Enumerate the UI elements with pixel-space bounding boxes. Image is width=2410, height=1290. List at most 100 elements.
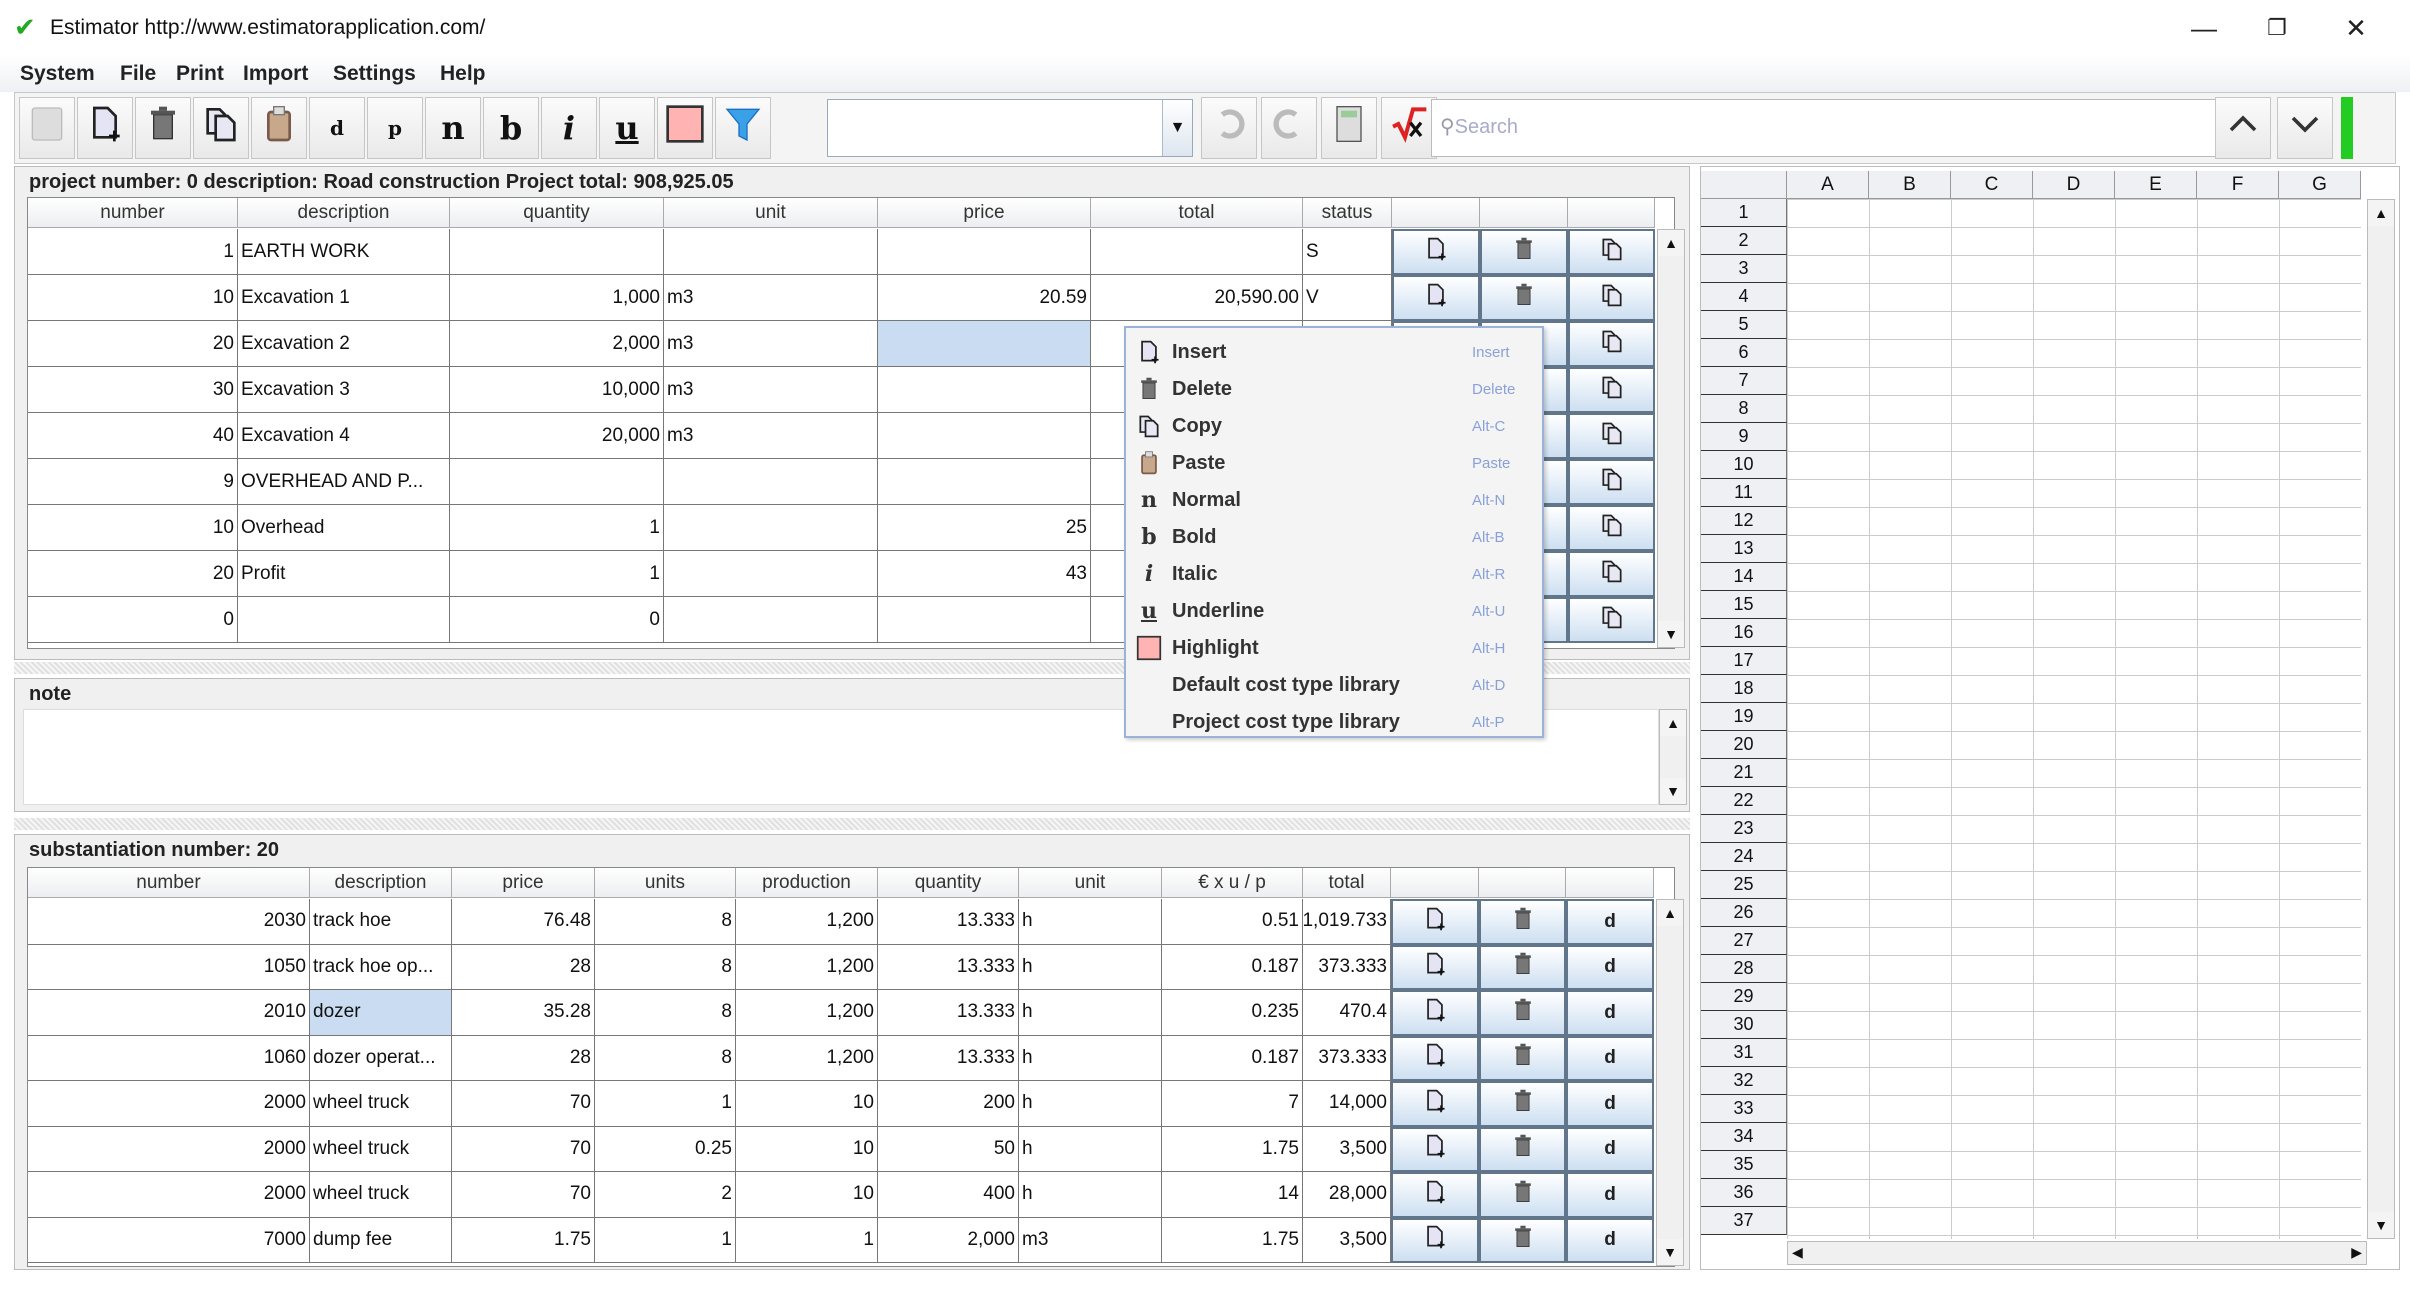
table-cell[interactable]: EARTH WORK	[238, 229, 450, 275]
row-header[interactable]: 25	[1701, 871, 1787, 899]
menu-settings[interactable]: Settings	[333, 62, 416, 85]
table-cell[interactable]: Overhead	[238, 505, 450, 551]
copy-row-button[interactable]	[1568, 459, 1655, 505]
save-button[interactable]	[19, 97, 75, 159]
d-button[interactable]: d	[309, 97, 365, 159]
table-row[interactable]: 2030 track hoe 76.48 8 1,200 13.333 h 0.51 1,019…	[28, 899, 1654, 945]
table-cell[interactable]	[450, 459, 664, 505]
table-cell[interactable]: 50	[878, 1126, 1019, 1172]
scroll-up-icon[interactable]: ▲	[1660, 710, 1686, 736]
spreadsheet-hscroll[interactable]: ◀ ▶	[1787, 1241, 2367, 1265]
menu-import[interactable]: Import	[243, 62, 309, 85]
table-cell[interactable]: h	[1019, 944, 1162, 990]
table-cell[interactable]: h	[1019, 899, 1162, 945]
table-cell[interactable]: 13.333	[878, 1035, 1019, 1081]
table-cell[interactable]: h	[1019, 1081, 1162, 1127]
row-header[interactable]: 17	[1701, 647, 1787, 675]
search-input[interactable]: ⚲Search	[1431, 99, 2219, 157]
table-row[interactable]: 1050 track hoe op... 28 8 1,200 13.333 h 0.187 3…	[28, 944, 1654, 990]
splitter[interactable]	[14, 818, 1690, 830]
row-header[interactable]: 34	[1701, 1123, 1787, 1151]
delete-row-button[interactable]	[1479, 1035, 1566, 1081]
undo-button[interactable]	[1201, 97, 1257, 159]
table-cell[interactable]: OVERHEAD AND P...	[238, 459, 450, 505]
row-header[interactable]: 21	[1701, 759, 1787, 787]
context-menu-item-default-cost-type-library[interactable]: Default cost type library Alt-D	[1126, 667, 1542, 704]
copy-row-button[interactable]	[1568, 413, 1655, 459]
table-cell[interactable]: 10,000	[450, 367, 664, 413]
context-menu-item-copy[interactable]: Copy Alt-C	[1126, 408, 1542, 445]
table-cell[interactable]: wheel truck	[310, 1126, 452, 1172]
table-cell[interactable]: 0.187	[1162, 944, 1303, 990]
row-header[interactable]: 1	[1701, 199, 1787, 227]
row-header[interactable]: 5	[1701, 311, 1787, 339]
row-header[interactable]: 31	[1701, 1039, 1787, 1067]
menu-print[interactable]: Print	[176, 62, 224, 85]
normal-button[interactable]: n	[425, 97, 481, 159]
table-cell[interactable]: 2000	[28, 1126, 310, 1172]
table-cell[interactable]: 0.187	[1162, 1035, 1303, 1081]
table-cell[interactable]: h	[1019, 1172, 1162, 1218]
table-cell[interactable]	[664, 229, 878, 275]
table-cell[interactable]: 2,000	[450, 321, 664, 367]
table-cell[interactable]: 0	[450, 597, 664, 643]
table-cell[interactable]: 28	[452, 1035, 595, 1081]
table-cell[interactable]: 3,500	[1303, 1217, 1391, 1263]
underline-button[interactable]: u	[599, 97, 655, 159]
insert-button[interactable]	[77, 97, 133, 159]
table-cell[interactable]	[664, 459, 878, 505]
row-header[interactable]: 15	[1701, 591, 1787, 619]
redo-button[interactable]	[1261, 97, 1317, 159]
table-cell[interactable]: 1	[28, 229, 238, 275]
bold-button[interactable]: b	[483, 97, 539, 159]
table-cell[interactable]	[878, 367, 1091, 413]
row-header[interactable]: 9	[1701, 423, 1787, 451]
delete-row-button[interactable]	[1479, 944, 1566, 990]
row-header[interactable]: 37	[1701, 1207, 1787, 1235]
row-header[interactable]: 24	[1701, 843, 1787, 871]
row-header[interactable]: 10	[1701, 451, 1787, 479]
row-header[interactable]: 27	[1701, 927, 1787, 955]
table-cell[interactable]	[238, 597, 450, 643]
column-header-F[interactable]: F	[2197, 171, 2279, 199]
table-cell[interactable]: 1	[450, 551, 664, 597]
insert-row-button[interactable]	[1392, 275, 1480, 321]
table-scrollbar[interactable]: ▲ ▼	[1657, 229, 1685, 648]
table-cell[interactable]	[664, 597, 878, 643]
delete-row-button[interactable]	[1480, 229, 1568, 275]
table-cell[interactable]: 10	[736, 1172, 878, 1218]
table-cell[interactable]: 1,200	[736, 899, 878, 945]
table-row[interactable]: 1 EARTH WORK S	[28, 229, 1655, 275]
context-menu-item-italic[interactable]: i Italic Alt-R	[1126, 556, 1542, 593]
table-cell[interactable]: 20.59	[878, 275, 1091, 321]
table-row[interactable]: 10 Excavation 1 1,000 m3 20.59 20,590.00 V	[28, 275, 1655, 321]
insert-row-button[interactable]	[1391, 1172, 1479, 1218]
table-cell[interactable]: m3	[1019, 1217, 1162, 1263]
table-cell[interactable]: 20	[28, 551, 238, 597]
highlight-button[interactable]	[657, 97, 713, 159]
table-cell[interactable]: 1,200	[736, 1035, 878, 1081]
table-cell[interactable]: h	[1019, 990, 1162, 1036]
menu-help[interactable]: Help	[440, 62, 486, 85]
row-header[interactable]: 12	[1701, 507, 1787, 535]
table-cell[interactable]: dozer operat...	[310, 1035, 452, 1081]
row-header[interactable]: 30	[1701, 1011, 1787, 1039]
table-cell[interactable]	[878, 321, 1091, 367]
column-header-B[interactable]: B	[1869, 171, 1951, 199]
insert-row-button[interactable]	[1391, 990, 1479, 1036]
table-cell[interactable]: Excavation 2	[238, 321, 450, 367]
insert-row-button[interactable]	[1391, 1035, 1479, 1081]
table-cell[interactable]: 76.48	[452, 899, 595, 945]
context-menu-item-highlight[interactable]: Highlight Alt-H	[1126, 630, 1542, 667]
row-header[interactable]: 26	[1701, 899, 1787, 927]
table-cell[interactable]: m3	[664, 275, 878, 321]
row-header[interactable]: 11	[1701, 479, 1787, 507]
table-cell[interactable]: 14	[1162, 1172, 1303, 1218]
d-button[interactable]: d	[1566, 1172, 1654, 1218]
table-cell[interactable]: 13.333	[878, 899, 1019, 945]
column-header-D[interactable]: D	[2033, 171, 2115, 199]
table-cell[interactable]	[878, 413, 1091, 459]
table-cell[interactable]: Excavation 3	[238, 367, 450, 413]
table-cell[interactable]: 1.75	[1162, 1126, 1303, 1172]
table-cell[interactable]: 2010	[28, 990, 310, 1036]
